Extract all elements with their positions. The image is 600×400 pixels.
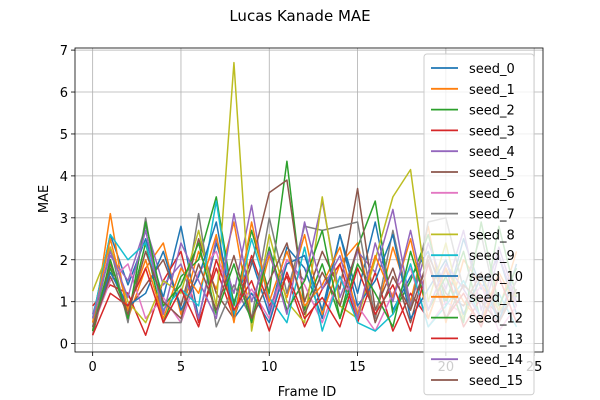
legend-label-seed_11: seed_11 [469, 291, 523, 306]
x-axis-label: Frame ID [278, 385, 336, 400]
axes-frame [74, 47, 544, 353]
x-tick-label: 5 [177, 360, 185, 375]
legend-label-seed_8: seed_8 [469, 228, 515, 243]
legend-label-seed_1: seed_1 [469, 83, 515, 98]
y-tick-label: 1 [60, 296, 68, 311]
chart-title: Lucas Kanade MAE [229, 7, 370, 25]
y-tick-label: 6 [60, 86, 68, 101]
legend-label-seed_7: seed_7 [469, 208, 515, 223]
legend-label-seed_5: seed_5 [469, 166, 515, 181]
legend-label-seed_13: seed_13 [469, 332, 523, 347]
y-tick-label: 3 [60, 212, 68, 227]
legend-label-seed_10: seed_10 [469, 270, 523, 285]
legend-label-seed_3: seed_3 [469, 124, 515, 139]
legend-label-seed_4: seed_4 [469, 145, 515, 160]
y-axis-label: MAE [37, 185, 52, 213]
legend-label-seed_0: seed_0 [469, 62, 515, 77]
y-tick-label: 7 [60, 44, 68, 59]
y-tick-label: 5 [60, 128, 68, 143]
y-tick-label: 4 [60, 170, 68, 185]
x-tick-label: 0 [89, 360, 97, 375]
legend-box [423, 53, 535, 396]
y-tick-label: 2 [60, 254, 68, 269]
legend-label-seed_12: seed_12 [469, 312, 523, 327]
legend-label-seed_6: seed_6 [469, 187, 515, 202]
legend-label-seed_9: seed_9 [469, 249, 515, 264]
legend-label-seed_2: seed_2 [469, 104, 515, 119]
legend-label-seed_15: seed_15 [469, 374, 523, 389]
legend-label-seed_14: seed_14 [469, 353, 523, 368]
y-tick-label: 0 [60, 338, 68, 353]
x-tick-label: 10 [261, 360, 278, 375]
x-tick-label: 15 [349, 360, 366, 375]
legend: seed_0 seed_1 seed_2 seed_3 seed_4 seed_5seed… [423, 53, 535, 396]
